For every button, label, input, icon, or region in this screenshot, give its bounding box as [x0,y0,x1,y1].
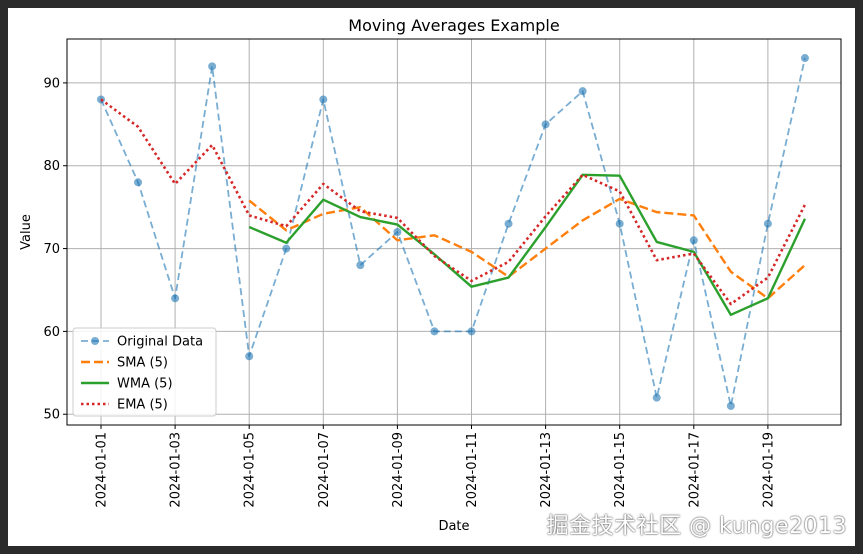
x-tick-label: 2024-01-03 [169,432,184,508]
data-point [652,393,661,402]
x-tick-label: 2024-01-17 [687,432,702,508]
x-tick-label: 2024-01-19 [761,432,776,508]
x-tick-label: 2024-01-07 [317,432,332,508]
data-point [208,62,217,71]
x-tick-label: 2024-01-11 [465,432,480,508]
legend-label-2: SMA (5) [117,356,168,371]
x-tick-label: 2024-01-09 [391,432,406,508]
legend: Original Data SMA (5) WMA (5) EMA (5) [72,327,217,417]
data-point [393,228,402,236]
legend-label-4: EMA (5) [117,398,168,413]
axes-frame [66,38,842,426]
y-tick-label: 80 [43,159,60,174]
data-point [800,54,809,63]
data-point [615,219,624,228]
series-line-3 [248,173,807,317]
legend-label-1: Original Data [117,335,203,350]
figure-window: 50 60 70 80 90 2024-01-01 2024-01-03 2024-01-05… [8,8,855,546]
chart-title: Moving Averages Example [348,16,559,35]
y-tick-label: 70 [43,242,60,257]
x-axis-label: Date [438,519,469,534]
data-point [430,327,439,336]
data-point [97,95,105,104]
ticks: 50 60 70 80 90 2024-01-01 2024-01-03 2024-01-05… [43,76,776,507]
data-point [356,261,365,270]
series-line-4 [100,98,807,306]
series-layer [97,54,809,410]
x-tick-label: 2024-01-05 [243,432,258,508]
data-point [689,236,698,245]
legend-items: Original Data SMA (5) WMA (5) EMA (5) [81,335,203,413]
data-point [541,120,550,129]
y-tick-label: 60 [43,325,60,340]
legend-marker [91,337,99,345]
data-point [171,294,180,303]
x-tick-label: 2024-01-01 [95,432,110,508]
legend-label-3: WMA (5) [117,377,173,392]
data-point [245,352,254,361]
data-point [319,95,328,104]
x-tick-label: 2024-01-15 [613,432,628,508]
data-point [578,87,587,96]
y-tick-label: 50 [43,408,60,423]
series-line-1 [100,57,806,407]
data-point [504,219,513,228]
y-axis-label: Value [19,214,34,250]
data-point [282,244,291,253]
data-point [134,178,143,187]
series-line-2 [248,197,806,300]
data-point [467,327,476,336]
legend-box [72,327,217,417]
watermark: 掘金技术社区 @ kunge2013 [546,514,847,539]
data-point [726,401,735,410]
data-point [763,219,772,228]
x-tick-label: 2024-01-13 [539,432,554,508]
y-tick-label: 90 [43,76,60,91]
chart: 50 60 70 80 90 2024-01-01 2024-01-03 2024-01-05… [19,16,842,534]
